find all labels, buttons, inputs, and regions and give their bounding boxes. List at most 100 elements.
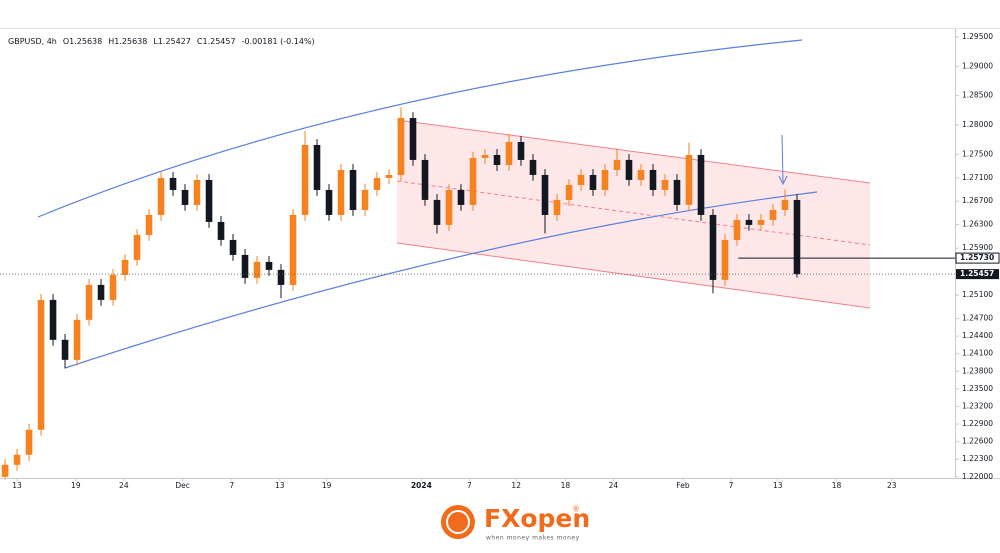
x-tick-label: Dec [175,481,190,490]
candle-body [193,179,201,205]
candle-body [589,174,597,190]
arrow-shaft [781,134,784,183]
candle-body [277,269,285,285]
y-tick-label: 1.22600 [962,437,993,446]
candle-body [265,261,273,270]
y-tick-label: 1.25100 [962,290,993,299]
candle-body [757,219,765,225]
brand-mark: ® [572,505,580,514]
candle-body [385,174,393,178]
x-tick-label: 2024 [411,481,432,490]
candle-body [205,179,213,222]
candle-body [253,261,261,278]
candle-body [721,239,729,280]
candle-body [313,144,321,190]
candle-body [349,169,357,210]
logo: FXopen ® when money makes money [441,504,590,542]
candle-body [505,142,513,165]
candle-body [181,189,189,205]
candle-body [697,154,705,215]
candle-body [733,219,741,240]
candle-body [433,199,441,225]
legend-item: GBPUSD, 4h [8,37,57,46]
candle-body [301,144,309,215]
legend-item: L1.25427 [153,37,191,46]
candle-body [409,118,417,160]
candle-body [637,169,645,180]
candle-body [25,429,33,455]
candle-body [361,189,369,210]
candle-body [457,189,465,205]
candle-body [565,184,573,200]
candle-body [685,154,693,205]
candle-body [109,274,117,300]
candle-body [553,199,561,215]
brand-name: FXopen [484,504,590,533]
y-tick-label: 1.24400 [962,331,993,340]
candle-body [793,199,801,275]
candle-body [709,214,717,280]
candle-body [13,454,21,465]
x-tick-label: 13 [12,481,22,490]
channel-fill [397,120,870,308]
y-tick-label: 1.22300 [962,454,993,463]
legend: GBPUSD, 4h O1.25638 H1.25638 L1.25427 C1.254… [8,37,315,46]
logo-emblem-ring [446,510,470,534]
candle-body [121,259,129,275]
candle-body [289,214,297,285]
legend-item: H1.25638 [108,37,147,46]
candle-body [673,179,681,205]
candle-body [73,319,81,360]
candle-body [325,189,333,215]
candle-body [217,221,225,240]
y-tick-label: 1.28500 [962,91,993,100]
candle-body [133,234,141,260]
candle-body [1,464,9,477]
x-tick-label: 7 [229,481,234,490]
x-tick-label: 18 [832,481,842,490]
x-tick-label: 7 [467,481,472,490]
brand-tagline: when money makes money [486,535,580,542]
candle-body [397,118,405,175]
y-tick-label: 1.28000 [962,120,993,129]
y-tick-label: 1.23200 [962,401,993,410]
y-tick-label: 1.27100 [962,173,993,182]
y-tick-label: 1.24100 [962,349,993,358]
candle-body [613,159,621,170]
legend-item: -0.00181 (-0.14%) [242,37,315,46]
x-tick-label: 19 [322,481,332,490]
y-tick-label: 1.22900 [962,419,993,428]
candle-body [169,177,177,190]
x-tick-label: Feb [676,481,690,490]
candle-body [157,177,165,215]
y-tick-label: 1.23500 [962,384,993,393]
x-tick-label: 13 [773,481,783,490]
candle-body [577,174,585,185]
candle-body [781,199,789,210]
level-box [955,252,1000,264]
candle-body [421,159,429,200]
last-price-box [956,269,999,280]
candle-body [61,339,69,360]
candle-body [145,214,153,235]
candle-body [229,239,237,255]
upper-curve [37,39,803,218]
y-tick-label: 1.22000 [962,472,993,481]
y-tick-label: 1.23800 [962,366,993,375]
x-tick-label: 19 [71,481,81,490]
candle-body [541,174,549,215]
candle-body [529,159,537,175]
lower-curve [64,191,818,369]
candle-body [649,169,657,190]
candle-body [517,142,525,160]
y-tick-label: 1.29500 [962,32,993,41]
x-tick-label: 18 [561,481,571,490]
y-tick-label: 1.24700 [962,314,993,323]
candle-body [37,299,45,430]
channel-top [396,119,871,184]
candle-body [625,159,633,180]
candle-body [469,157,477,205]
